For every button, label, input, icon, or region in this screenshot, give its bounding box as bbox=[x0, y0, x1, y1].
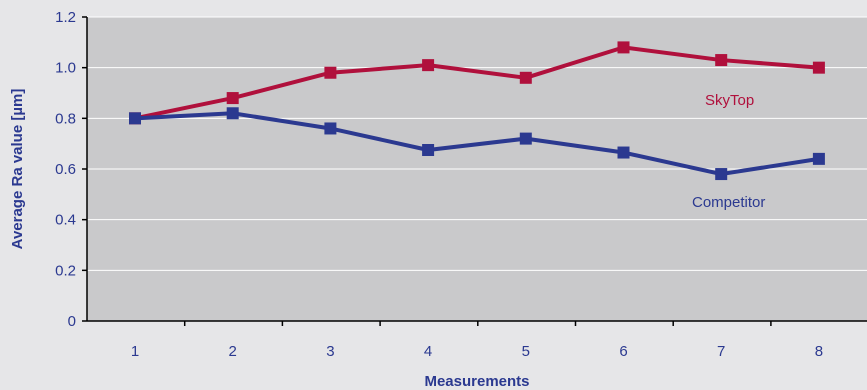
series-line-skytop bbox=[134, 45, 820, 121]
series-group bbox=[129, 41, 825, 181]
series-label-skytop: SkyTop bbox=[705, 92, 754, 109]
data-point-skytop bbox=[715, 54, 728, 67]
data-point-competitor bbox=[226, 107, 239, 120]
x-tick-label: 4 bbox=[424, 343, 432, 360]
y-tick-label: 1.2 bbox=[55, 9, 76, 26]
data-point-competitor bbox=[324, 122, 337, 135]
data-point-competitor bbox=[812, 152, 825, 165]
data-point-skytop bbox=[226, 92, 239, 105]
x-tick-label: 5 bbox=[522, 343, 530, 360]
data-point-competitor bbox=[617, 146, 630, 159]
data-point-skytop bbox=[812, 61, 825, 74]
y-tick-label: 0.8 bbox=[55, 110, 76, 127]
series-line-competitor bbox=[134, 111, 820, 177]
data-point-competitor bbox=[519, 132, 532, 145]
data-point-competitor bbox=[129, 112, 141, 125]
x-tick-label: 3 bbox=[326, 343, 334, 360]
x-tick-label: 1 bbox=[131, 343, 139, 360]
data-point-competitor bbox=[422, 144, 435, 156]
series-label-competitor: Competitor bbox=[692, 194, 765, 211]
y-tick-label: 0 bbox=[68, 313, 76, 330]
x-axis-ticks: 1 2 3 4 5 6 7 8 bbox=[131, 321, 823, 360]
y-axis-ticks: 0 0.2 0.4 0.6 0.8 1.0 1.2 bbox=[55, 9, 87, 330]
x-tick-label: 7 bbox=[717, 343, 725, 360]
x-tick-label: 6 bbox=[619, 343, 627, 360]
data-point-competitor bbox=[715, 168, 728, 181]
x-tick-label: 2 bbox=[229, 343, 237, 360]
y-axis-title: Average Ra value [µm] bbox=[9, 89, 26, 250]
data-point-skytop bbox=[324, 66, 337, 79]
gridlines bbox=[87, 16, 867, 271]
data-point-skytop bbox=[422, 59, 435, 72]
y-tick-label: 0.6 bbox=[55, 161, 76, 178]
data-point-skytop bbox=[617, 41, 630, 54]
x-axis-title: Measurements bbox=[424, 373, 529, 390]
x-tick-label: 8 bbox=[815, 343, 823, 360]
data-point-skytop bbox=[519, 71, 532, 84]
y-tick-label: 0.2 bbox=[55, 262, 76, 279]
y-tick-label: 1.0 bbox=[55, 60, 76, 77]
y-tick-label: 0.4 bbox=[55, 212, 76, 229]
